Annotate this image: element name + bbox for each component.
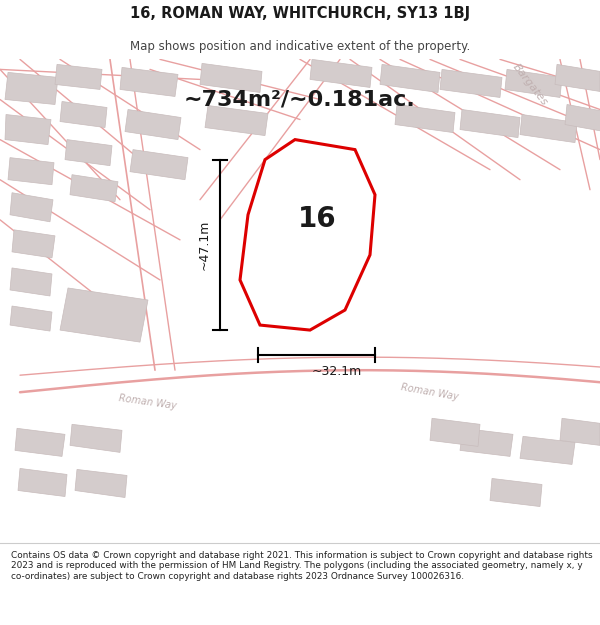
Polygon shape xyxy=(60,288,148,342)
Polygon shape xyxy=(75,469,127,498)
Polygon shape xyxy=(8,158,54,185)
Polygon shape xyxy=(460,428,513,456)
Polygon shape xyxy=(15,428,65,456)
Polygon shape xyxy=(60,101,107,127)
Text: Roman Way: Roman Way xyxy=(118,393,178,411)
Polygon shape xyxy=(565,104,600,132)
Text: ~32.1m: ~32.1m xyxy=(311,364,362,378)
Polygon shape xyxy=(240,139,375,330)
Polygon shape xyxy=(70,174,118,202)
Text: Roman Way: Roman Way xyxy=(400,382,460,402)
Polygon shape xyxy=(520,436,575,464)
Text: Bargates: Bargates xyxy=(511,62,550,107)
Polygon shape xyxy=(395,104,455,132)
Polygon shape xyxy=(505,69,562,98)
Polygon shape xyxy=(555,64,600,91)
Polygon shape xyxy=(10,306,52,331)
Polygon shape xyxy=(460,109,520,138)
Polygon shape xyxy=(10,192,53,222)
Polygon shape xyxy=(200,63,262,92)
Polygon shape xyxy=(310,59,372,88)
Polygon shape xyxy=(490,479,542,506)
Polygon shape xyxy=(440,69,502,98)
Text: ~734m²/~0.181ac.: ~734m²/~0.181ac. xyxy=(184,89,416,109)
Polygon shape xyxy=(130,149,188,180)
Polygon shape xyxy=(5,114,51,144)
Polygon shape xyxy=(55,64,102,89)
Text: ~47.1m: ~47.1m xyxy=(197,219,211,270)
Polygon shape xyxy=(380,64,440,92)
Polygon shape xyxy=(70,424,122,452)
Text: 16: 16 xyxy=(298,205,337,233)
Text: 16, ROMAN WAY, WHITCHURCH, SY13 1BJ: 16, ROMAN WAY, WHITCHURCH, SY13 1BJ xyxy=(130,6,470,21)
Text: Contains OS data © Crown copyright and database right 2021. This information is : Contains OS data © Crown copyright and d… xyxy=(11,551,592,581)
Polygon shape xyxy=(12,230,55,258)
Polygon shape xyxy=(560,418,600,446)
Polygon shape xyxy=(430,418,480,446)
Polygon shape xyxy=(205,106,268,136)
Polygon shape xyxy=(520,114,577,142)
Polygon shape xyxy=(125,109,181,139)
Polygon shape xyxy=(10,268,52,296)
Polygon shape xyxy=(65,139,112,166)
Polygon shape xyxy=(18,469,67,496)
Polygon shape xyxy=(120,68,178,96)
Text: Map shows position and indicative extent of the property.: Map shows position and indicative extent… xyxy=(130,40,470,52)
Polygon shape xyxy=(5,72,58,104)
